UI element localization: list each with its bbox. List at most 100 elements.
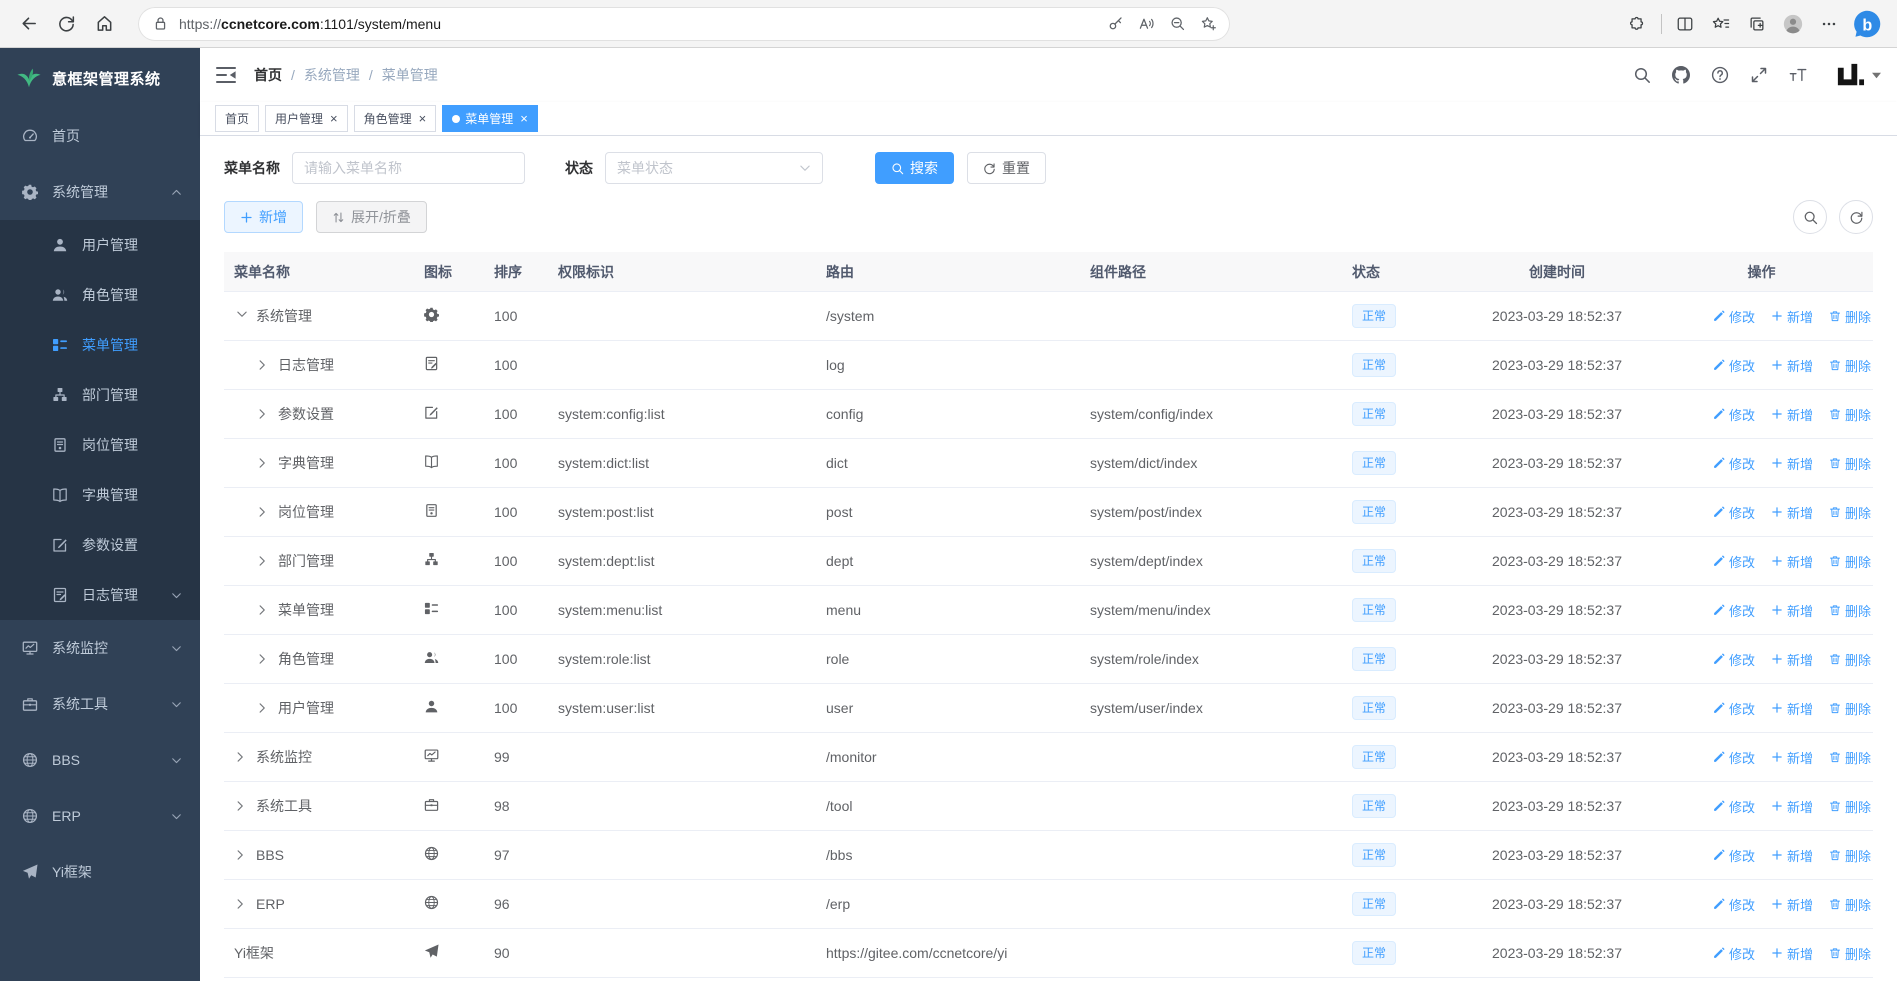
delete-row-button[interactable]: 删除 bbox=[1829, 846, 1871, 865]
add-row-button[interactable]: 新增 bbox=[1771, 895, 1813, 914]
delete-row-button[interactable]: 删除 bbox=[1829, 748, 1871, 767]
sidebar-item-BBS[interactable]: BBS bbox=[0, 732, 200, 788]
sidebar-item-系统工具[interactable]: 系统工具 bbox=[0, 676, 200, 732]
add-row-button[interactable]: 新增 bbox=[1771, 503, 1813, 522]
refresh-table-button[interactable] bbox=[1839, 200, 1873, 234]
profile-avatar-button[interactable] bbox=[1775, 7, 1811, 41]
expand-caret-icon[interactable] bbox=[256, 604, 272, 616]
edit-row-button[interactable]: 修改 bbox=[1713, 797, 1755, 816]
expand-caret-icon[interactable] bbox=[234, 849, 250, 861]
add-row-button[interactable]: 新增 bbox=[1771, 454, 1813, 473]
add-row-button[interactable]: 新增 bbox=[1771, 797, 1813, 816]
delete-row-button[interactable]: 删除 bbox=[1829, 601, 1871, 620]
edit-row-button[interactable]: 修改 bbox=[1713, 650, 1755, 669]
bing-discover-button[interactable]: b bbox=[1847, 4, 1887, 44]
menu-name-input[interactable]: 请输入菜单名称 bbox=[292, 152, 525, 184]
status-select[interactable]: 菜单状态 bbox=[605, 152, 823, 184]
sidebar-item-部门管理[interactable]: 部门管理 bbox=[0, 370, 200, 420]
delete-row-button[interactable]: 删除 bbox=[1829, 944, 1871, 963]
delete-row-button[interactable]: 删除 bbox=[1829, 454, 1871, 473]
edit-row-button[interactable]: 修改 bbox=[1713, 405, 1755, 424]
add-row-button[interactable]: 新增 bbox=[1771, 846, 1813, 865]
edit-row-button[interactable]: 修改 bbox=[1713, 454, 1755, 473]
delete-row-button[interactable]: 删除 bbox=[1829, 650, 1871, 669]
add-row-button[interactable]: 新增 bbox=[1771, 601, 1813, 620]
add-row-button[interactable]: 新增 bbox=[1771, 552, 1813, 571]
refresh-button[interactable] bbox=[48, 7, 84, 41]
expand-collapse-button[interactable]: 展开/折叠 bbox=[316, 201, 427, 233]
sidebar-item-系统监控[interactable]: 系统监控 bbox=[0, 620, 200, 676]
split-screen-button[interactable] bbox=[1667, 7, 1703, 41]
font-size-button[interactable] bbox=[1789, 66, 1807, 84]
tab-用户管理[interactable]: 用户管理 × bbox=[265, 105, 348, 132]
sidebar-item-日志管理[interactable]: 日志管理 bbox=[0, 570, 200, 620]
tab-菜单管理[interactable]: 菜单管理 × bbox=[442, 105, 538, 132]
sidebar-item-用户管理[interactable]: 用户管理 bbox=[0, 220, 200, 270]
expand-caret-icon[interactable] bbox=[234, 751, 250, 763]
favorites-button[interactable] bbox=[1703, 7, 1739, 41]
edit-row-button[interactable]: 修改 bbox=[1713, 552, 1755, 571]
zoom-out-button[interactable] bbox=[1162, 7, 1193, 41]
user-avatar-menu[interactable] bbox=[1834, 60, 1881, 91]
github-button[interactable] bbox=[1672, 66, 1690, 84]
sidebar-collapse-toggle[interactable] bbox=[216, 66, 236, 84]
delete-row-button[interactable]: 删除 bbox=[1829, 503, 1871, 522]
edit-row-button[interactable]: 修改 bbox=[1713, 503, 1755, 522]
collections-button[interactable] bbox=[1739, 7, 1775, 41]
fullscreen-button[interactable] bbox=[1750, 66, 1768, 84]
close-icon[interactable]: × bbox=[418, 111, 427, 126]
expand-caret-icon[interactable] bbox=[256, 555, 272, 567]
add-row-button[interactable]: 新增 bbox=[1771, 944, 1813, 963]
edit-row-button[interactable]: 修改 bbox=[1713, 944, 1755, 963]
sidebar-item-岗位管理[interactable]: 岗位管理 bbox=[0, 420, 200, 470]
add-row-button[interactable]: 新增 bbox=[1771, 307, 1813, 326]
sidebar-item-参数设置[interactable]: 参数设置 bbox=[0, 520, 200, 570]
delete-row-button[interactable]: 删除 bbox=[1829, 307, 1871, 326]
tab-首页[interactable]: 首页 bbox=[215, 105, 260, 132]
add-row-button[interactable]: 新增 bbox=[1771, 356, 1813, 375]
sidebar-item-角色管理[interactable]: 角色管理 bbox=[0, 270, 200, 320]
back-button[interactable] bbox=[10, 7, 46, 41]
delete-row-button[interactable]: 删除 bbox=[1829, 356, 1871, 375]
expand-caret-icon[interactable] bbox=[256, 506, 272, 518]
url-text[interactable]: https://ccnetcore.com:1101/system/menu bbox=[179, 16, 1100, 32]
expand-caret-icon[interactable] bbox=[256, 359, 272, 371]
edit-row-button[interactable]: 修改 bbox=[1713, 601, 1755, 620]
reset-button[interactable]: 重置 bbox=[967, 152, 1046, 184]
sidebar-logo[interactable]: 意框架管理系统 bbox=[0, 48, 200, 108]
add-row-button[interactable]: 新增 bbox=[1771, 699, 1813, 718]
sidebar-item-首页[interactable]: 首页 bbox=[0, 108, 200, 164]
delete-row-button[interactable]: 删除 bbox=[1829, 552, 1871, 571]
add-row-button[interactable]: 新增 bbox=[1771, 650, 1813, 669]
delete-row-button[interactable]: 删除 bbox=[1829, 797, 1871, 816]
url-bar[interactable]: https://ccnetcore.com:1101/system/menu bbox=[138, 6, 1230, 41]
delete-row-button[interactable]: 删除 bbox=[1829, 405, 1871, 424]
read-aloud-button[interactable] bbox=[1131, 7, 1162, 41]
edit-row-button[interactable]: 修改 bbox=[1713, 846, 1755, 865]
favorite-add-button[interactable] bbox=[1193, 7, 1224, 41]
expand-caret-icon[interactable] bbox=[234, 898, 250, 910]
add-button[interactable]: 新增 bbox=[224, 201, 303, 233]
edit-row-button[interactable]: 修改 bbox=[1713, 307, 1755, 326]
delete-row-button[interactable]: 删除 bbox=[1829, 895, 1871, 914]
expand-caret-icon[interactable] bbox=[236, 308, 248, 324]
home-button[interactable] bbox=[86, 7, 122, 41]
more-button[interactable] bbox=[1811, 7, 1847, 41]
expand-caret-icon[interactable] bbox=[256, 408, 272, 420]
add-row-button[interactable]: 新增 bbox=[1771, 748, 1813, 767]
delete-row-button[interactable]: 删除 bbox=[1829, 699, 1871, 718]
expand-caret-icon[interactable] bbox=[256, 653, 272, 665]
show-search-button[interactable] bbox=[1793, 200, 1827, 234]
key-button[interactable] bbox=[1100, 7, 1131, 41]
sidebar-item-字典管理[interactable]: 字典管理 bbox=[0, 470, 200, 520]
expand-caret-icon[interactable] bbox=[256, 702, 272, 714]
edit-row-button[interactable]: 修改 bbox=[1713, 895, 1755, 914]
sidebar-item-ERP[interactable]: ERP bbox=[0, 788, 200, 844]
tab-角色管理[interactable]: 角色管理 × bbox=[353, 105, 437, 132]
sidebar-item-菜单管理[interactable]: 菜单管理 bbox=[0, 320, 200, 370]
breadcrumb-item[interactable]: 首页 bbox=[254, 67, 282, 83]
close-icon[interactable]: × bbox=[330, 111, 338, 126]
add-row-button[interactable]: 新增 bbox=[1771, 405, 1813, 424]
question-button[interactable] bbox=[1711, 66, 1729, 84]
search-button[interactable]: 搜索 bbox=[875, 152, 954, 184]
